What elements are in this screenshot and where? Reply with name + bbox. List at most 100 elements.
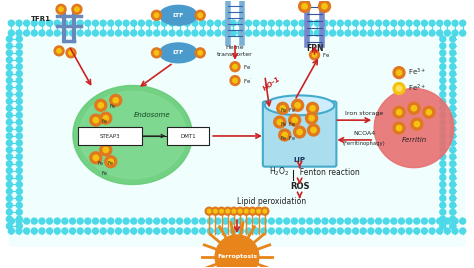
Circle shape <box>123 218 129 224</box>
Circle shape <box>108 20 114 26</box>
Circle shape <box>116 218 121 224</box>
Circle shape <box>440 188 446 194</box>
Circle shape <box>450 168 456 174</box>
Circle shape <box>440 91 446 97</box>
Circle shape <box>360 30 366 36</box>
Circle shape <box>440 50 446 56</box>
Text: Fe$^·$: Fe$^·$ <box>243 77 252 84</box>
Circle shape <box>429 30 435 36</box>
Circle shape <box>450 140 456 146</box>
Circle shape <box>154 51 159 55</box>
Circle shape <box>6 64 12 70</box>
Text: Fenton reaction: Fenton reaction <box>295 168 359 177</box>
Circle shape <box>429 20 435 26</box>
Circle shape <box>255 207 263 215</box>
Circle shape <box>414 30 420 36</box>
Circle shape <box>353 228 358 234</box>
Text: NCOA4: NCOA4 <box>353 131 375 136</box>
Circle shape <box>93 155 99 161</box>
Circle shape <box>460 218 465 224</box>
Circle shape <box>161 30 167 36</box>
Text: DMT1: DMT1 <box>181 135 196 139</box>
Circle shape <box>307 228 313 234</box>
Circle shape <box>6 216 12 222</box>
Circle shape <box>131 20 137 26</box>
Circle shape <box>399 218 404 224</box>
Circle shape <box>198 51 202 55</box>
Circle shape <box>31 218 37 224</box>
Circle shape <box>302 4 307 9</box>
Circle shape <box>440 126 446 132</box>
Circle shape <box>6 174 12 181</box>
Circle shape <box>238 30 244 36</box>
Circle shape <box>16 168 22 174</box>
Circle shape <box>261 228 267 234</box>
Circle shape <box>368 20 374 26</box>
Circle shape <box>16 20 22 26</box>
Circle shape <box>299 0 310 12</box>
Text: Fe$^{2+}$: Fe$^{2+}$ <box>408 83 426 94</box>
Circle shape <box>57 49 61 53</box>
Circle shape <box>345 20 351 26</box>
Circle shape <box>312 53 317 57</box>
Circle shape <box>6 195 12 201</box>
Circle shape <box>329 228 336 234</box>
Circle shape <box>289 114 301 126</box>
Circle shape <box>450 147 456 153</box>
Circle shape <box>6 43 12 49</box>
Circle shape <box>396 86 402 91</box>
Circle shape <box>211 207 219 215</box>
Circle shape <box>233 78 237 83</box>
Ellipse shape <box>159 5 197 25</box>
Circle shape <box>207 30 213 36</box>
Circle shape <box>306 112 318 124</box>
Circle shape <box>423 106 435 118</box>
Circle shape <box>261 30 267 36</box>
Circle shape <box>16 140 22 146</box>
Circle shape <box>116 228 121 234</box>
Circle shape <box>440 78 446 84</box>
Circle shape <box>108 218 114 224</box>
Circle shape <box>6 223 12 229</box>
Circle shape <box>238 218 244 224</box>
Circle shape <box>161 20 167 26</box>
Circle shape <box>399 30 404 36</box>
Circle shape <box>460 20 465 26</box>
Circle shape <box>16 161 22 167</box>
Circle shape <box>6 161 12 167</box>
Circle shape <box>437 30 443 36</box>
Circle shape <box>406 218 412 224</box>
Circle shape <box>146 20 152 26</box>
Circle shape <box>383 20 389 26</box>
FancyBboxPatch shape <box>78 127 142 145</box>
Circle shape <box>222 30 228 36</box>
Circle shape <box>445 20 450 26</box>
Circle shape <box>62 30 68 36</box>
Circle shape <box>39 218 45 224</box>
Circle shape <box>54 46 64 56</box>
Circle shape <box>108 159 113 164</box>
Text: Endosome: Endosome <box>134 112 171 118</box>
Circle shape <box>408 102 420 114</box>
Text: Lipid peroxidation: Lipid peroxidation <box>237 197 306 206</box>
Circle shape <box>9 218 14 224</box>
Circle shape <box>450 216 456 222</box>
Circle shape <box>353 30 358 36</box>
Circle shape <box>277 102 289 114</box>
Circle shape <box>284 218 290 224</box>
Circle shape <box>440 223 446 229</box>
Circle shape <box>299 30 305 36</box>
Circle shape <box>16 174 22 181</box>
Circle shape <box>177 228 182 234</box>
Circle shape <box>92 218 99 224</box>
Circle shape <box>215 20 221 26</box>
Text: Fe$^·$ Fe$^·$: Fe$^·$ Fe$^·$ <box>280 106 297 114</box>
Circle shape <box>85 20 91 26</box>
Circle shape <box>16 188 22 194</box>
Circle shape <box>261 218 267 224</box>
Circle shape <box>445 228 450 234</box>
Circle shape <box>215 218 221 224</box>
Circle shape <box>198 13 202 17</box>
Circle shape <box>16 84 22 91</box>
Circle shape <box>77 20 83 26</box>
